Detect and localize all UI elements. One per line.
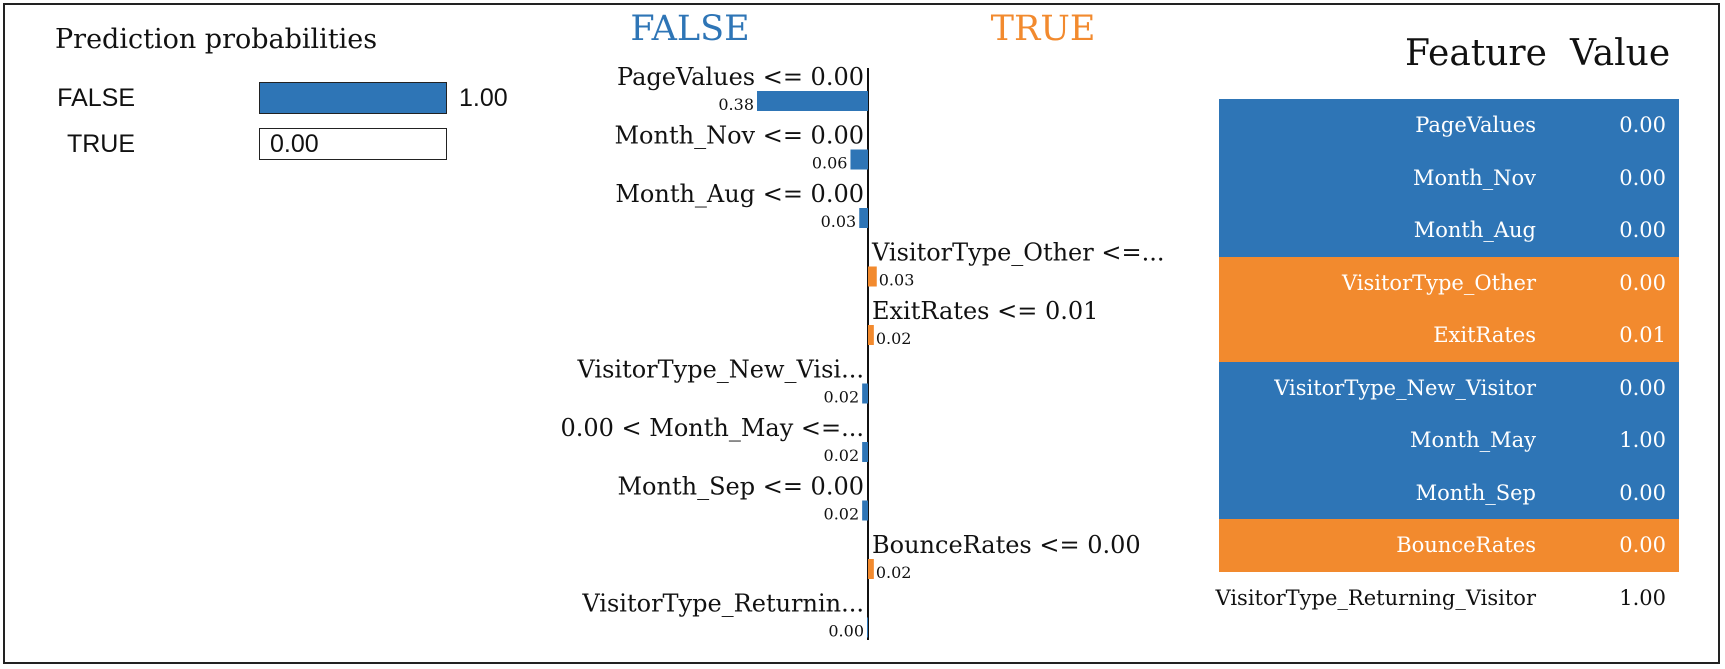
table-row: Month_Nov 0.00 <box>1219 151 1679 205</box>
feature-name-cell: VisitorType_Other <box>1341 270 1536 295</box>
bar-value-label: 0.06 <box>812 154 848 173</box>
prob-class-label: TRUE <box>66 130 135 158</box>
prob-value: 0.00 <box>270 130 319 158</box>
bar <box>868 266 877 287</box>
bar-value-label: 0.02 <box>824 388 860 407</box>
bar <box>757 91 868 111</box>
table-row: VisitorType_Returning_Visitor 1.00 <box>1215 572 1679 625</box>
bar <box>850 149 868 170</box>
table-row: VisitorType_Other 0.00 <box>1219 256 1679 310</box>
feature-value-cell: 1.00 <box>1619 428 1666 452</box>
bar-label: ExitRates <= 0.01 <box>872 297 1098 325</box>
prob-bar-frame <box>259 128 447 160</box>
bar-value-label: 0.00 <box>828 622 864 641</box>
class-header-true: TRUE <box>991 9 1096 49</box>
table-row: ExitRates 0.01 <box>1219 309 1679 362</box>
bar-label: Month_Sep <= 0.00 <box>617 473 864 501</box>
bar-label: VisitorType_Other <=... <box>871 239 1164 267</box>
feature-name-cell: PageValues <box>1415 113 1536 137</box>
feature-value-cell: 1.00 <box>1619 585 1666 610</box>
feature-name-cell: Month_Aug <box>1413 218 1536 242</box>
bar-value-label: 0.02 <box>876 563 912 582</box>
prob-bar-frame <box>259 82 447 114</box>
bar-value-label: 0.03 <box>879 271 915 290</box>
prob-class-label: FALSE <box>57 84 135 112</box>
table-row: Month_May 1.00 <box>1219 414 1679 467</box>
feature-name-cell: Month_Sep <box>1415 480 1536 505</box>
bar-label: PageValues <= 0.00 <box>617 63 864 91</box>
bar <box>868 325 874 345</box>
bar <box>867 617 868 638</box>
bar-label: BounceRates <= 0.00 <box>872 531 1141 559</box>
bar-value-label: 0.03 <box>821 212 857 231</box>
feature-value-cell: 0.00 <box>1619 533 1666 557</box>
table-row: VisitorType_New_Visitor 0.00 <box>1219 361 1679 415</box>
bar <box>862 500 868 521</box>
feature-name-cell: ExitRates <box>1433 323 1536 347</box>
prob-bar-fill <box>260 83 446 113</box>
feature-value-cell: 0.00 <box>1619 480 1666 505</box>
bar-label: VisitorType_Returnin... <box>581 590 864 618</box>
bar-label: Month_Nov <= 0.00 <box>614 122 864 150</box>
bar-label: VisitorType_New_Visi... <box>577 356 865 384</box>
bar <box>862 383 868 404</box>
feature-name-cell: Month_Nov <box>1412 165 1536 190</box>
bar-value-label: 0.38 <box>718 95 754 114</box>
table-row: PageValues 0.00 <box>1219 99 1679 152</box>
table-row: Month_Aug 0.00 <box>1219 204 1679 257</box>
feature-name-cell: VisitorType_New_Visitor <box>1274 375 1536 400</box>
feature-name-cell: VisitorType_Returning_Visitor <box>1215 585 1536 610</box>
value-column-header: Value <box>1570 33 1671 74</box>
prob-row-true: TRUE 0.00 <box>0 128 560 162</box>
bar <box>859 208 868 228</box>
feature-value-cell: 0.00 <box>1619 165 1666 190</box>
feature-value-cell: 0.00 <box>1619 218 1666 242</box>
feature-name-cell: BounceRates <box>1396 533 1536 557</box>
prob-row-false: FALSE 1.00 <box>0 82 560 116</box>
feature-value-cell: 0.01 <box>1619 323 1666 347</box>
feature-column-header: Feature <box>1405 33 1547 74</box>
table-row: Month_Sep 0.00 <box>1219 466 1679 520</box>
table-row: BounceRates 0.00 <box>1219 519 1679 572</box>
bar <box>862 442 868 462</box>
bar-value-label: 0.02 <box>824 446 860 465</box>
prediction-probabilities-title: Prediction probabilities <box>55 24 378 55</box>
prob-value: 1.00 <box>459 84 508 112</box>
bar <box>868 559 874 579</box>
bar-label: 0.00 < Month_May <=... <box>560 414 864 442</box>
feature-value-cell: 0.00 <box>1619 270 1666 295</box>
class-header-false: FALSE <box>630 9 749 49</box>
bar-label: Month_Aug <= 0.00 <box>615 180 864 208</box>
feature-value-cell: 0.00 <box>1619 375 1666 400</box>
bar-value-label: 0.02 <box>876 329 912 348</box>
feature-value-cell: 0.00 <box>1619 113 1666 137</box>
bar-value-label: 0.02 <box>824 505 860 524</box>
feature-name-cell: Month_May <box>1409 428 1536 452</box>
